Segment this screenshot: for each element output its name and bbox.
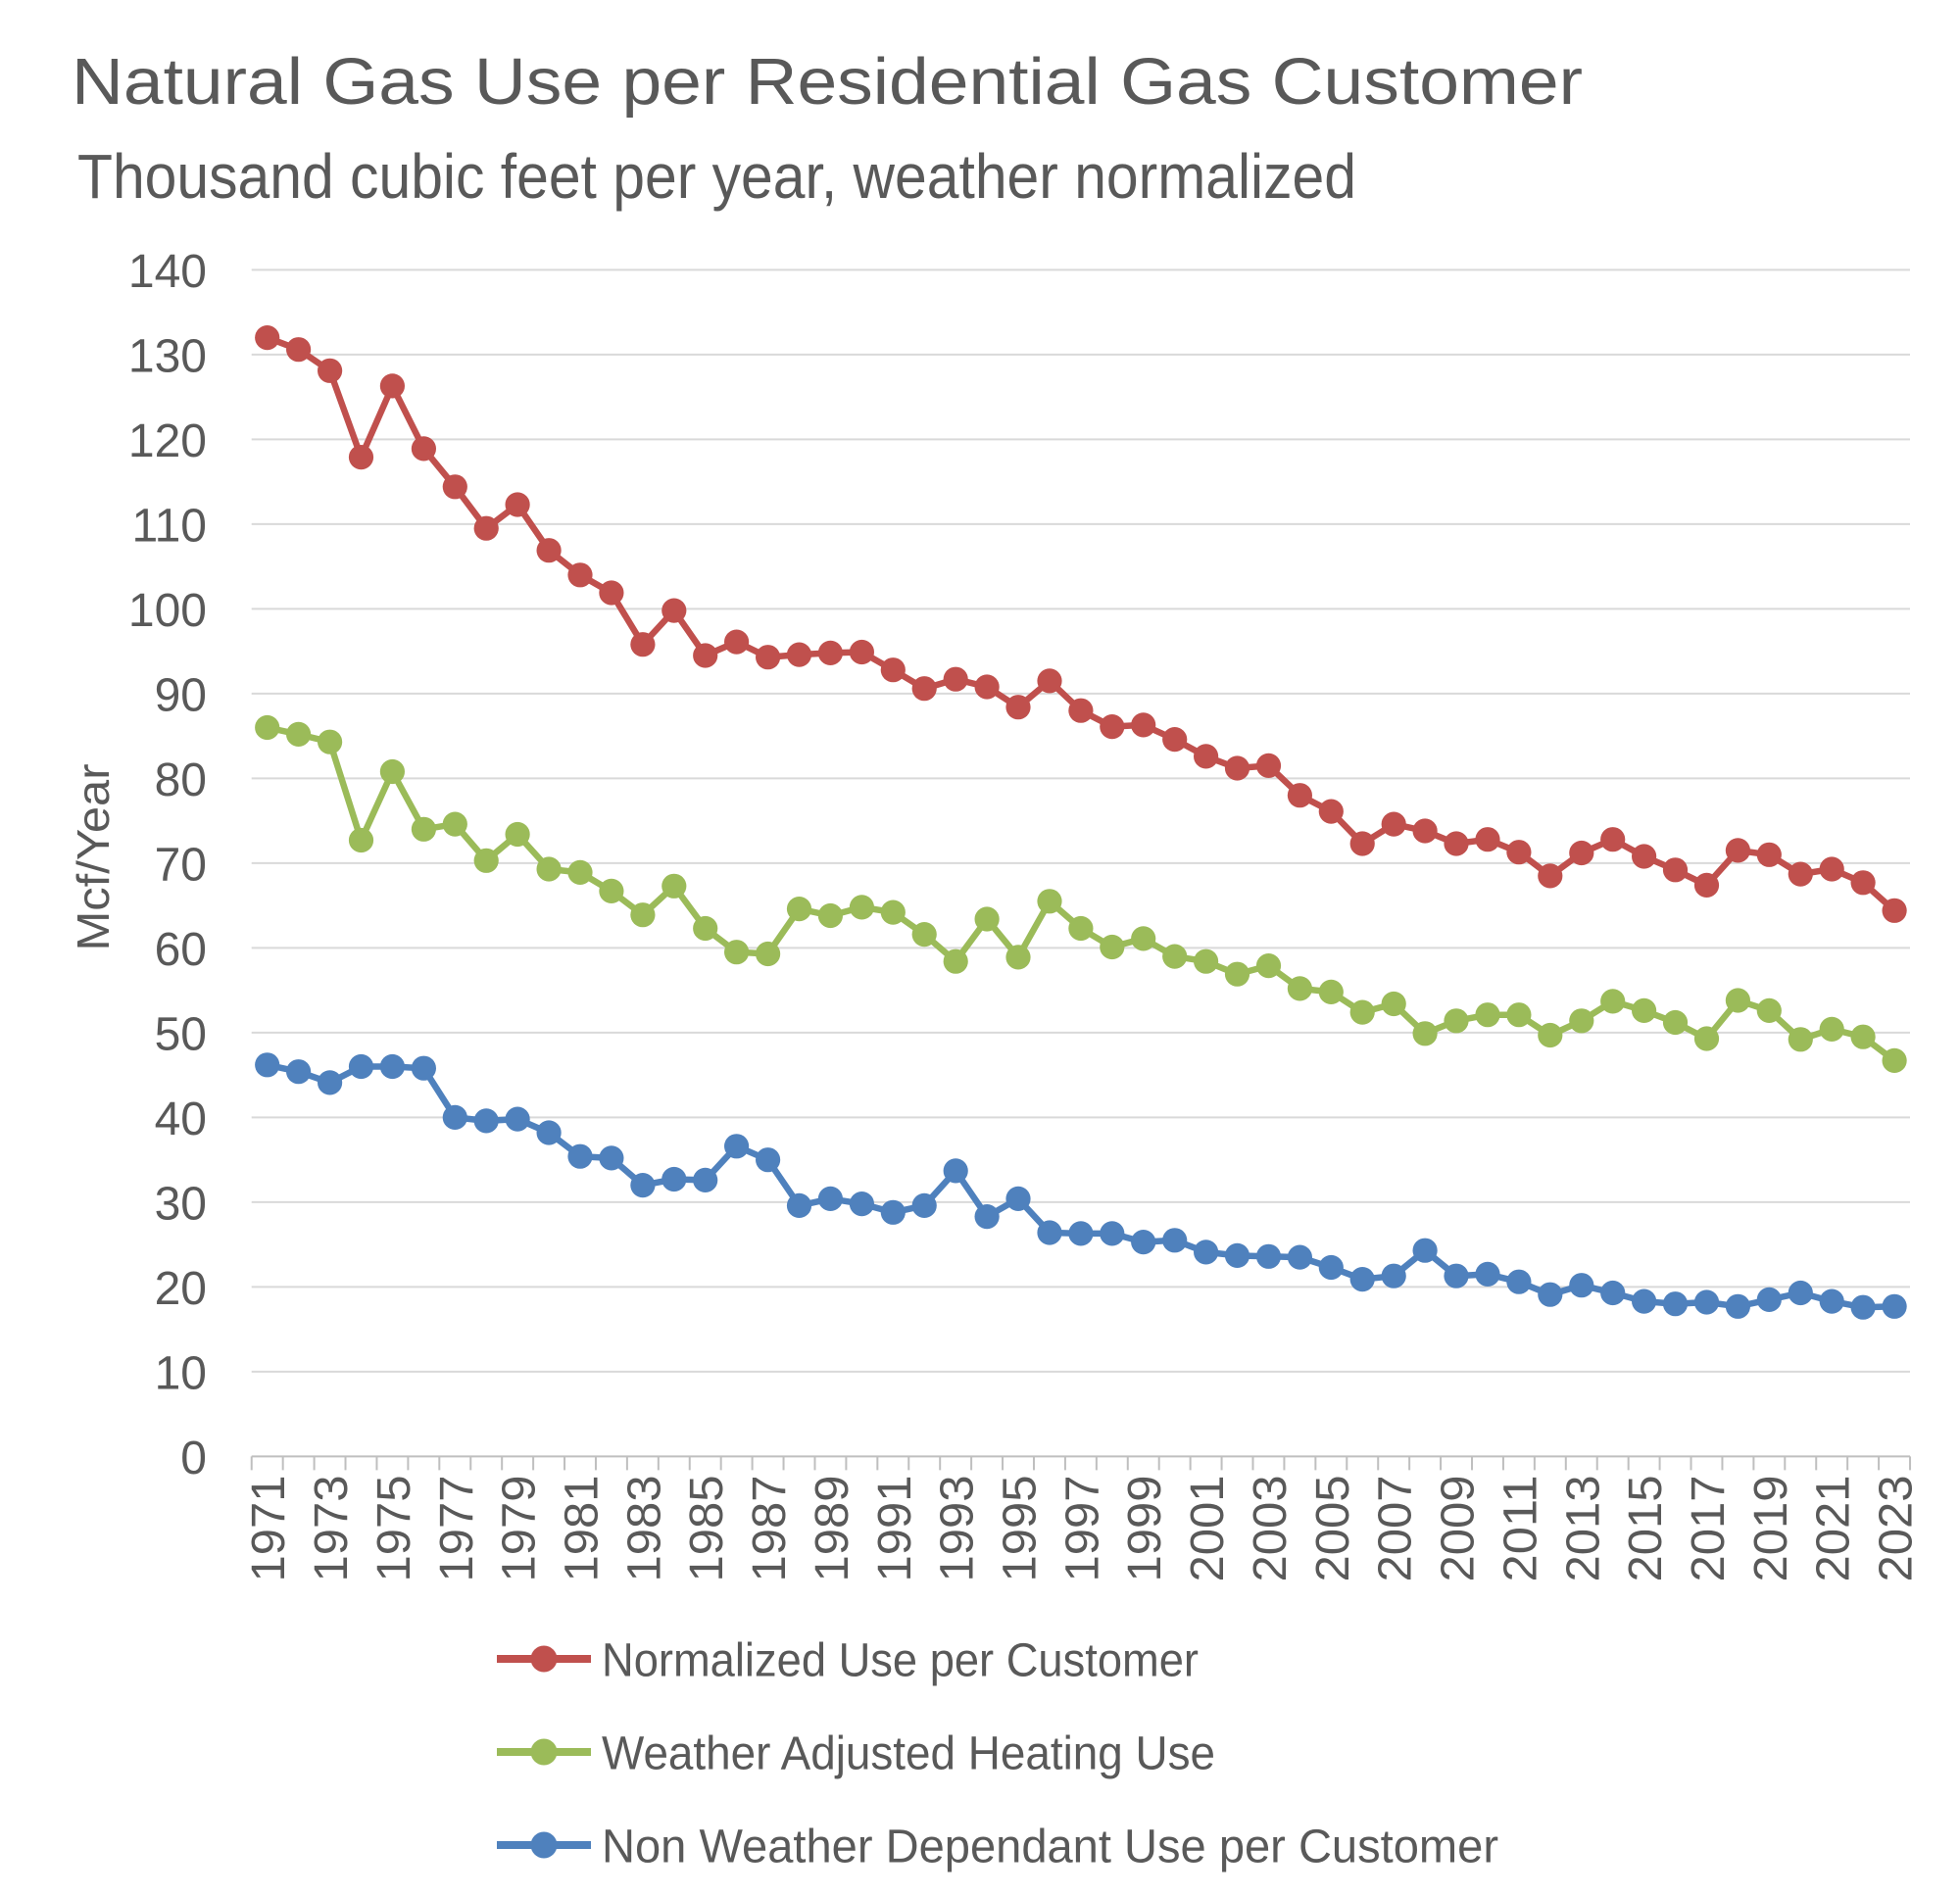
svg-text:2005: 2005 (1307, 1476, 1359, 1582)
svg-text:Thousand cubic feet per year,: Thousand cubic feet per year, weather no… (77, 141, 1356, 212)
svg-text:2023: 2023 (1871, 1476, 1923, 1582)
svg-text:Natural Gas Use per Residentia: Natural Gas Use per Residential Gas Cust… (72, 45, 1583, 119)
svg-text:1987: 1987 (744, 1476, 796, 1582)
svg-text:50: 50 (155, 1008, 207, 1060)
svg-text:Mcf/Year: Mcf/Year (68, 764, 119, 951)
svg-text:2003: 2003 (1245, 1476, 1297, 1582)
svg-text:80: 80 (155, 754, 207, 806)
svg-text:1993: 1993 (932, 1476, 984, 1582)
svg-text:1977: 1977 (431, 1476, 483, 1582)
svg-text:1975: 1975 (368, 1476, 420, 1582)
svg-text:2017: 2017 (1683, 1476, 1735, 1582)
svg-text:1971: 1971 (243, 1476, 295, 1582)
svg-text:20: 20 (155, 1263, 207, 1315)
svg-text:1989: 1989 (807, 1476, 858, 1582)
svg-text:60: 60 (155, 924, 207, 976)
svg-text:2013: 2013 (1557, 1476, 1609, 1582)
svg-text:2011: 2011 (1494, 1476, 1546, 1582)
svg-text:30: 30 (155, 1178, 207, 1230)
svg-text:2009: 2009 (1433, 1476, 1485, 1582)
svg-text:1979: 1979 (494, 1476, 546, 1582)
svg-text:90: 90 (155, 669, 207, 721)
svg-text:40: 40 (155, 1094, 207, 1145)
svg-text:Normalized Use per Customer: Normalized Use per Customer (602, 1635, 1199, 1687)
svg-text:1991: 1991 (869, 1476, 921, 1582)
svg-text:1995: 1995 (995, 1476, 1047, 1582)
svg-text:1983: 1983 (618, 1476, 670, 1582)
svg-text:1981: 1981 (557, 1476, 609, 1582)
svg-text:140: 140 (128, 246, 207, 298)
svg-text:100: 100 (128, 585, 207, 637)
svg-text:2021: 2021 (1808, 1476, 1860, 1582)
svg-text:120: 120 (128, 415, 207, 467)
svg-text:Non Weather Dependant Use per: Non Weather Dependant Use per Customer (602, 1822, 1498, 1873)
svg-text:2015: 2015 (1620, 1476, 1672, 1582)
svg-text:2001: 2001 (1182, 1476, 1234, 1582)
svg-text:130: 130 (128, 330, 207, 382)
svg-text:70: 70 (155, 839, 207, 891)
svg-text:1997: 1997 (1056, 1476, 1108, 1582)
svg-text:10: 10 (155, 1347, 207, 1399)
svg-text:1973: 1973 (306, 1476, 358, 1582)
svg-text:1985: 1985 (681, 1476, 733, 1582)
svg-text:0: 0 (180, 1433, 207, 1484)
svg-text:2007: 2007 (1370, 1476, 1422, 1582)
svg-text:110: 110 (131, 500, 207, 552)
svg-text:2019: 2019 (1745, 1476, 1797, 1582)
svg-text:1999: 1999 (1119, 1476, 1171, 1582)
svg-text:Weather Adjusted Heating Use: Weather Adjusted Heating Use (602, 1728, 1215, 1780)
